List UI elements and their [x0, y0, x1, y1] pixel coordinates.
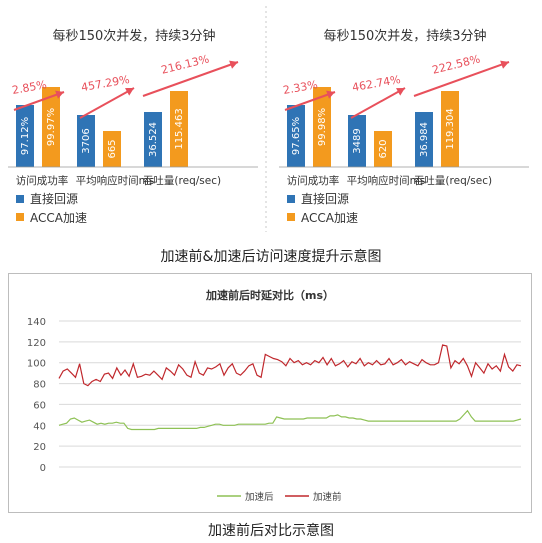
bar-chart-title: 每秒150次并发，持续3分钟 [52, 28, 215, 44]
legend-label-acca: ACCA加速 [301, 211, 358, 225]
bar-acca [374, 131, 392, 167]
y-tick-label: 80 [33, 380, 46, 391]
bar-value-label-acca: 119.304 [445, 108, 456, 149]
bar-value-label-direct: 97.12% [20, 117, 31, 155]
y-tick-label: 0 [40, 463, 46, 474]
legend-swatch-acca [16, 213, 24, 221]
legend-label-acca: ACCA加速 [30, 211, 87, 225]
bar-value-label-acca: 620 [378, 139, 389, 158]
bar-value-label-direct: 3706 [81, 128, 92, 153]
improvement-arrow [413, 61, 510, 97]
legend-swatch-direct [287, 195, 295, 203]
bar-value-label-direct: 36.984 [419, 122, 430, 157]
bar-direct [144, 112, 162, 167]
latency-chart-frame: 加速前后时延对比（ms） 0 20 40 60 80 100 120 140 加速后 加速前 [8, 273, 532, 513]
improvement-label: 222.58% [431, 52, 482, 76]
line-chart-title: 加速前后时延对比（ms） [205, 288, 334, 302]
legend-label-direct: 直接回源 [301, 191, 349, 206]
bar-value-label-acca: 115.463 [174, 108, 185, 149]
legend-label-before: 加速前 [313, 491, 342, 503]
series-line-after [58, 409, 522, 431]
improvement-arrowhead [55, 90, 64, 99]
series-line-before [58, 344, 522, 387]
bar-acca [441, 91, 459, 167]
y-tick-label: 60 [33, 400, 46, 411]
bar-direct [415, 112, 433, 167]
bar-acca [42, 87, 60, 167]
improvement-arrowhead [500, 60, 509, 69]
bar-value-label-direct: 36.524 [148, 122, 159, 157]
top-bar-charts-figure: 每秒150次并发，持续3分钟 97.12% 99.97% 访问成功率 3706 665 平均… [8, 6, 529, 232]
bottom-figure-caption: 加速前后对比示意图 [208, 523, 334, 539]
y-tick-label: 140 [27, 317, 46, 328]
bar-value-label-acca: 99.98% [317, 108, 328, 146]
bar-direct [287, 105, 305, 167]
legend-swatch-acca [287, 213, 295, 221]
improvement-label: 2.85% [11, 78, 48, 97]
improvement-label: 216.13% [160, 52, 211, 76]
bar-direct [348, 115, 366, 167]
bar-panel-left: 每秒150次并发，持续3分钟 97.12% 99.97% 访问成功率 3706 665 平均… [8, 28, 258, 225]
category-label: 吞吐量(req/sec) [414, 175, 492, 187]
improvement-arrow [284, 91, 336, 111]
improvement-arrow [350, 87, 406, 119]
bar-panel-right: 每秒150次并发，持续3分钟 97.65% 99.98% 访问成功率 3489 620 平均… [279, 28, 529, 225]
improvement-label: 462.74% [351, 73, 401, 94]
y-tick-label: 120 [27, 338, 46, 349]
legend-swatch-direct [16, 195, 24, 203]
bar-value-label-acca: 665 [107, 139, 118, 158]
bar-chart-title: 每秒150次并发，持续3分钟 [323, 28, 486, 44]
improvement-label: 457.29% [80, 73, 130, 94]
category-label: 访问成功率 [16, 174, 69, 187]
improvement-arrowhead [125, 88, 134, 96]
top-figure-caption: 加速前&加速后访问速度提升示意图 [160, 249, 382, 265]
bar-direct [16, 105, 34, 167]
y-tick-label: 20 [33, 442, 46, 453]
improvement-label: 2.33% [282, 78, 319, 97]
improvement-arrowhead [326, 90, 335, 99]
improvement-arrow [142, 61, 239, 97]
improvement-arrow [13, 91, 65, 111]
bar-acca [170, 91, 188, 167]
category-label: 访问成功率 [287, 174, 340, 187]
y-tick-label: 40 [33, 421, 46, 432]
latency-line-chart: 加速前后时延对比（ms） 0 20 40 60 80 100 120 140 加速后 加速前 [27, 288, 522, 503]
improvement-arrowhead [229, 60, 238, 69]
bar-acca [103, 131, 121, 167]
bar-acca [313, 87, 331, 167]
bar-value-label-direct: 97.65% [291, 117, 302, 155]
improvement-arrowhead [396, 88, 405, 96]
bar-value-label-direct: 3489 [352, 128, 363, 153]
bar-direct [77, 115, 95, 167]
y-tick-label: 100 [27, 359, 46, 370]
category-label: 平均响应时间ms [347, 174, 426, 187]
category-label: 吞吐量(req/sec) [143, 175, 221, 187]
bar-value-label-acca: 99.97% [46, 108, 57, 146]
legend-label-after: 加速后 [245, 492, 274, 503]
improvement-arrow [79, 87, 135, 119]
category-label: 平均响应时间ms [76, 174, 155, 187]
legend-label-direct: 直接回源 [30, 191, 78, 206]
